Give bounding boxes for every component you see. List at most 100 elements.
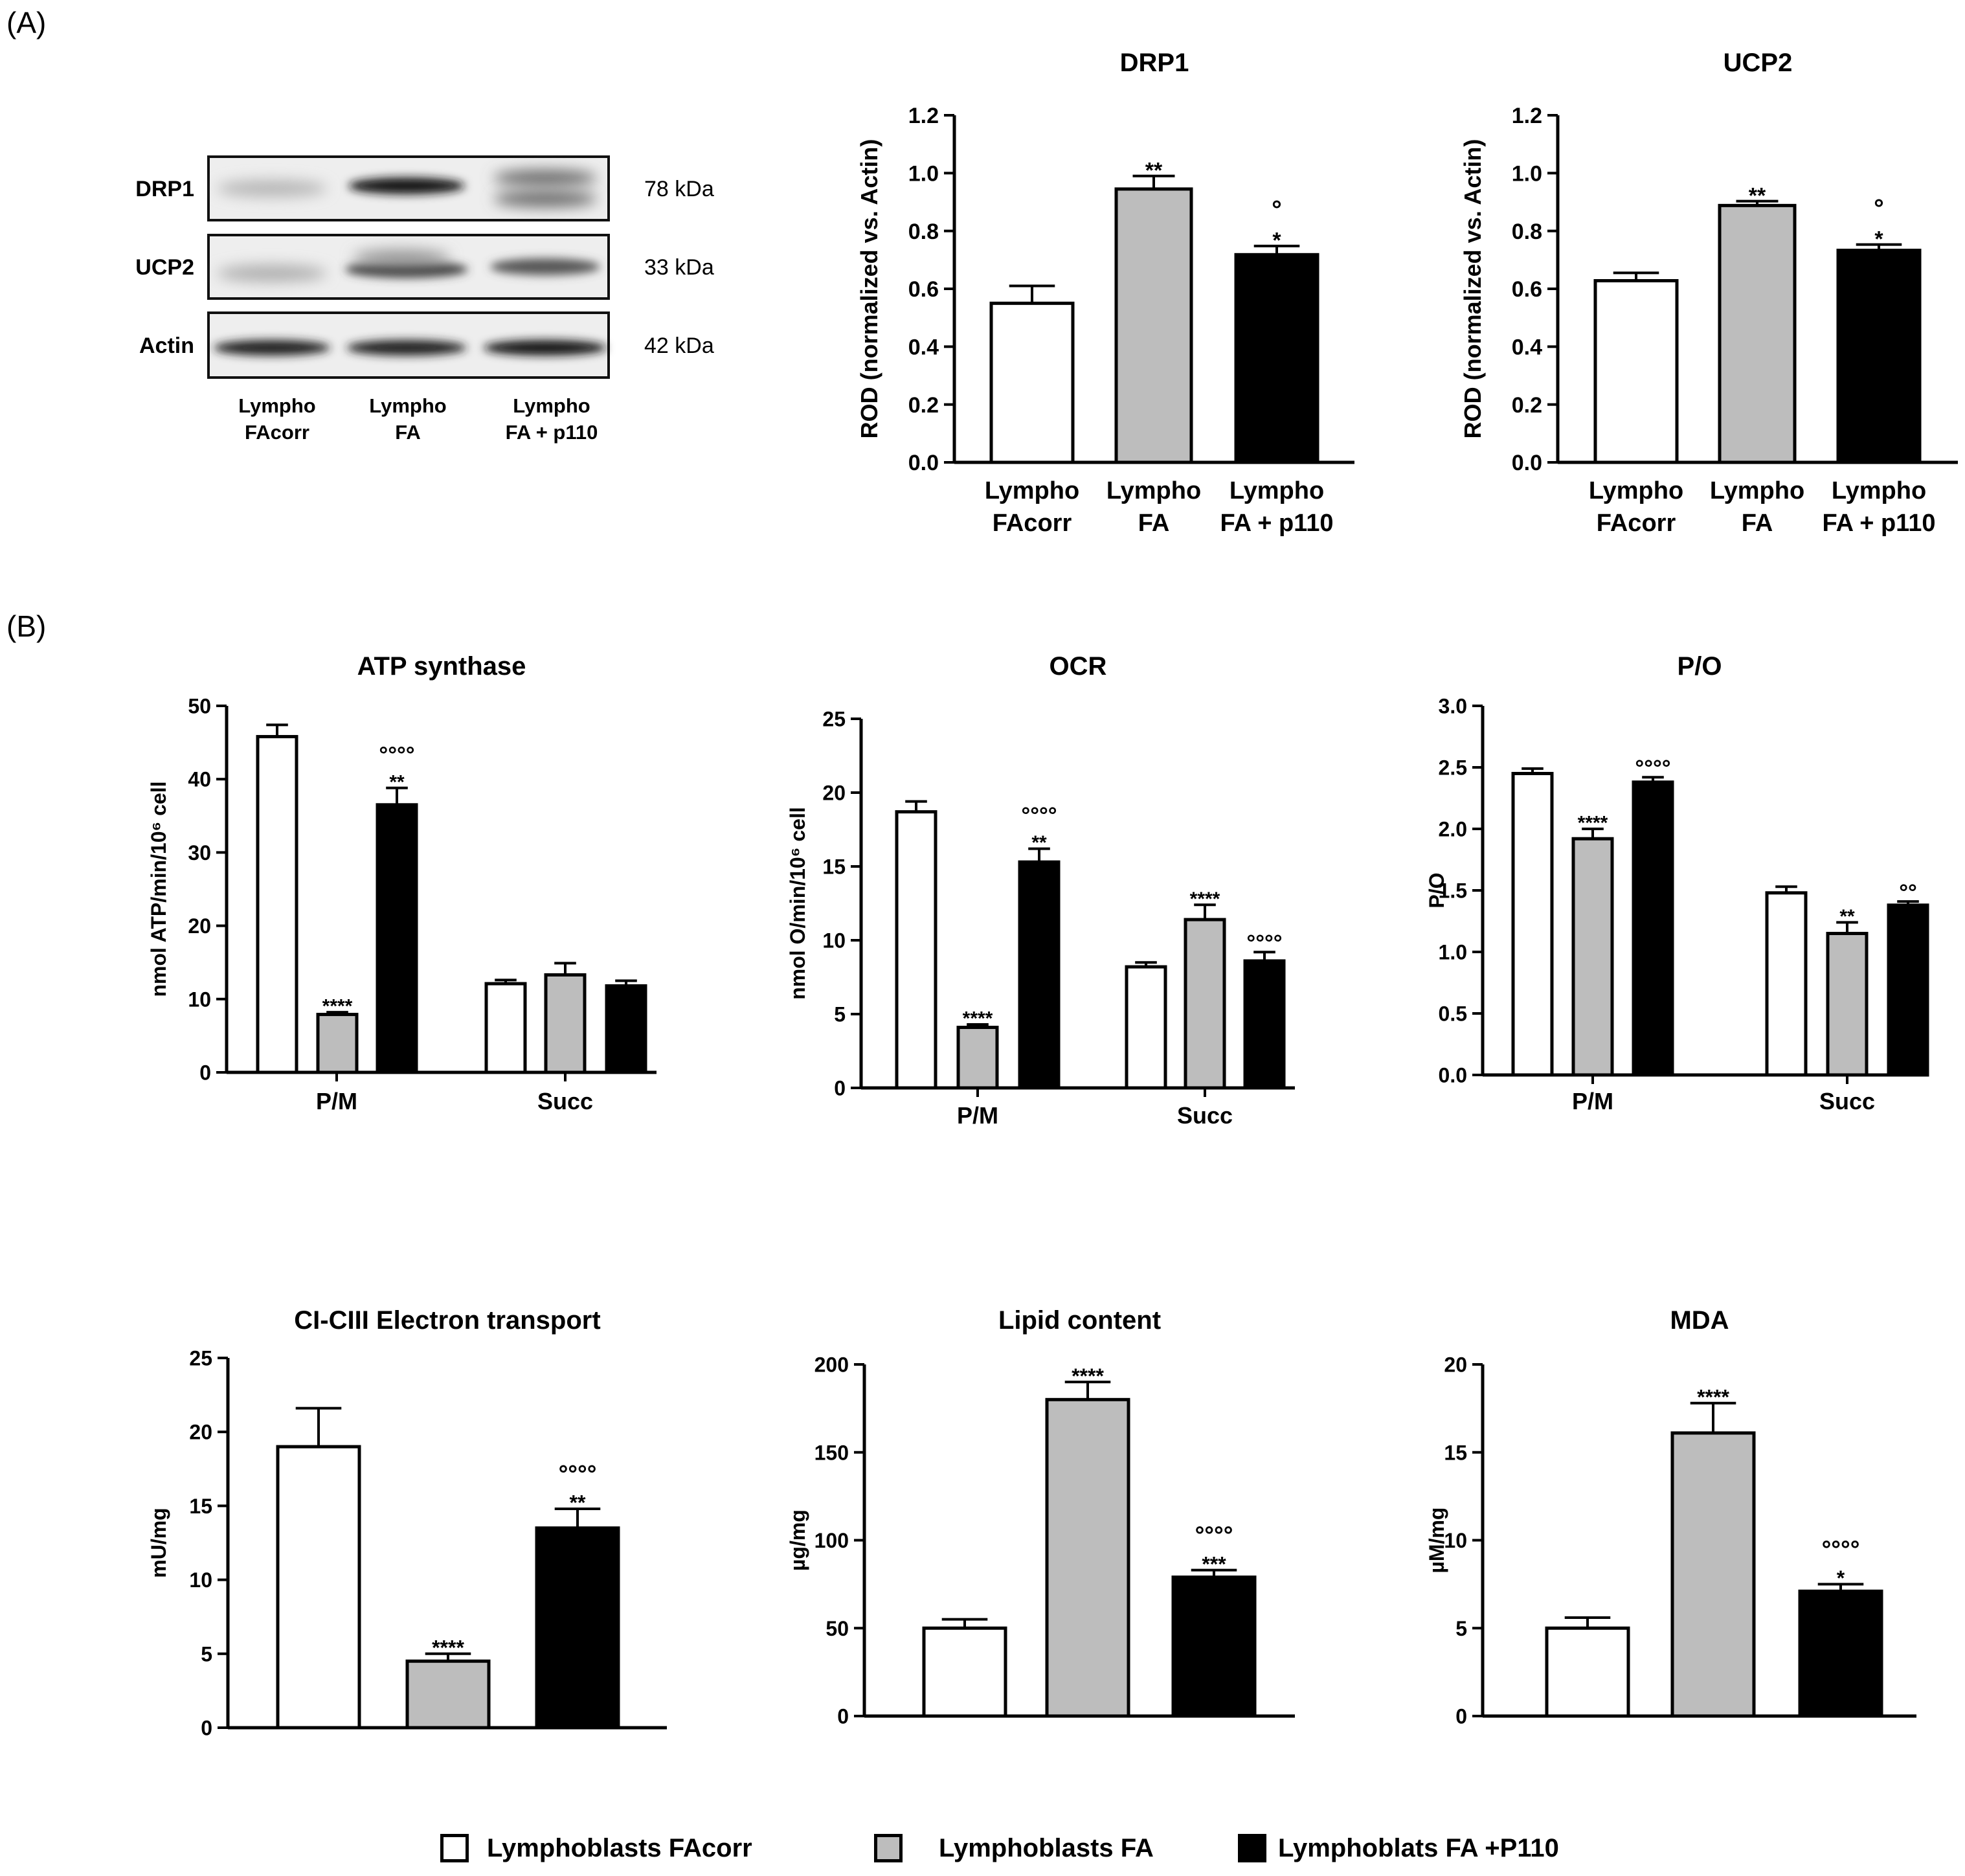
blot-band	[490, 258, 600, 275]
po-y-tick-label: 2.5	[1439, 756, 1467, 780]
legend-swatch-fa	[874, 1834, 903, 1862]
lipid-2-significance-label: °°°°	[1195, 1522, 1233, 1548]
blot-lane-label: FAcorr	[245, 421, 309, 444]
ucp2-y-tick-label: 0.4	[1512, 335, 1542, 360]
ocr-g0-s2-significance-label: °°°°	[1021, 804, 1057, 828]
ocr-g0-s1-bar	[956, 1026, 999, 1090]
lipid-y-tick-label: 0	[837, 1705, 849, 1728]
ci-y-tick-label: 20	[189, 1421, 212, 1444]
ucp2-0-bar	[1593, 278, 1679, 464]
blot-row-label: DRP1	[135, 177, 194, 201]
ci-2-significance-label: **	[570, 1491, 586, 1515]
po-g0-s2-bar	[1632, 780, 1674, 1077]
mda-2-bar	[1798, 1589, 1883, 1718]
panel-label-b: (B)	[6, 609, 47, 643]
drp1-category-label: FA + p110	[1220, 510, 1334, 537]
po-y-tick-label: 0.0	[1439, 1064, 1467, 1087]
drp1-1-bar	[1114, 187, 1193, 464]
chart-atp-synthase: ATP synthase 0 10 20 30 40 50 nmol ATP/min/10⁶ …	[147, 652, 657, 1114]
ci-y-axis-label: mU/mg	[147, 1508, 170, 1577]
atp-y-axis-label: nmol ATP/min/10⁶ cell	[147, 781, 170, 997]
blot-lane-label: FA	[395, 421, 421, 444]
atp-g0-s1-bar	[316, 1013, 359, 1074]
ocr-title: OCR	[1050, 652, 1107, 681]
ucp2-category-label: Lympho	[1710, 477, 1804, 504]
lipid-1-bar	[1045, 1397, 1130, 1718]
drp1-y-axis-label: ROD (normalized vs. Actin)	[856, 139, 882, 439]
atp-y-tick-label: 10	[188, 988, 211, 1011]
mda-title: MDA	[1670, 1306, 1729, 1335]
blot-kda-label: 42 kDa	[644, 333, 714, 358]
chart-ucp2: UCP2 0.0 0.2 0.4 0.6 0.8 1.0 1.2 ROD (normalized…	[1459, 49, 1958, 537]
po-y-tick-label: 1.5	[1439, 879, 1467, 903]
ucp2-y-tick-label: 1.2	[1512, 104, 1542, 128]
atp-g0-s1-significance-label: ****	[322, 996, 353, 1017]
atp-y-tick-label: 50	[188, 695, 211, 718]
atp-g0-s0-bar	[256, 735, 298, 1074]
drp1-category-label: FA	[1138, 510, 1170, 537]
drp1-y-tick-label: 1.0	[908, 162, 939, 186]
atp-g1-s1-bar	[544, 973, 587, 1074]
po-y-axis-label: P/O	[1425, 872, 1448, 908]
drp1-category-label: FAcorr	[993, 510, 1072, 537]
ucp2-y-axis-label: ROD (normalized vs. Actin)	[1459, 139, 1486, 439]
ci-y-tick-label: 15	[189, 1495, 212, 1518]
western-blot: DRP1 78 kDa UCP2 33 kDa Actin 42 kDa Lympho FAc…	[135, 155, 714, 444]
drp1-y-tick-label: 0.2	[908, 393, 939, 418]
mda-y-axis-label: µM/mg	[1425, 1508, 1448, 1574]
lipid-title: Lipid content	[998, 1306, 1161, 1335]
ucp2-y-tick-label: 0.0	[1512, 451, 1542, 475]
ocr-g1-s0-bar	[1125, 965, 1167, 1090]
ci-1-significance-label: ****	[432, 1636, 464, 1659]
drp1-y-tick-label: 1.2	[908, 104, 939, 128]
po-g1-s2-bar	[1887, 903, 1929, 1077]
ucp2-2-significance-label: °	[1874, 194, 1884, 222]
atp-group-label: Succ	[537, 1088, 593, 1114]
mda-y-tick-label: 15	[1444, 1441, 1467, 1464]
ocr-g1-s2-bar	[1243, 959, 1286, 1090]
blot-lane-label: Lympho	[238, 394, 315, 417]
blot-row-label: UCP2	[135, 255, 194, 280]
ocr-y-tick-label: 15	[822, 855, 846, 879]
po-g0-s0-bar	[1511, 772, 1554, 1077]
legend-item-fa: Lymphoblasts FA	[874, 1829, 1154, 1867]
mda-y-tick-label: 5	[1455, 1617, 1467, 1640]
po-g0-s1-significance-label: ****	[1578, 813, 1608, 834]
blot-lane-label: Lympho	[369, 394, 446, 417]
ci-2-bar	[535, 1526, 620, 1730]
mda-y-tick-label: 10	[1444, 1529, 1467, 1552]
ocr-y-tick-label: 5	[834, 1003, 846, 1026]
po-g1-s2-significance-label: °°	[1899, 881, 1917, 905]
lipid-0-bar	[922, 1626, 1007, 1718]
ci-y-tick-label: 10	[189, 1568, 212, 1592]
atp-y-tick-label: 30	[188, 841, 211, 865]
atp-g1-s0-bar	[484, 982, 527, 1074]
panel-label-a: (A)	[6, 6, 47, 40]
ocr-g1-s2-significance-label: °°°°	[1246, 931, 1282, 956]
atp-g0-s2-significance-label: °°°°	[379, 743, 414, 767]
ucp2-2-bar	[1836, 249, 1922, 464]
po-y-tick-label: 1.0	[1439, 941, 1467, 964]
ucp2-category-label: Lympho	[1589, 477, 1683, 504]
legend-item-p110: Lymphoblats FA +P110	[1238, 1829, 1559, 1867]
ucp2-y-tick-label: 0.8	[1512, 220, 1542, 244]
lipid-y-axis-label: µg/mg	[786, 1509, 809, 1571]
ocr-group-label: P/M	[957, 1102, 998, 1129]
ci-2-significance-label: °°°°	[559, 1460, 597, 1487]
blot-lane-label: Lympho	[513, 394, 590, 417]
ocr-g1-s1-bar	[1184, 918, 1226, 1090]
lipid-1-significance-label: ****	[1072, 1364, 1104, 1388]
ocr-g0-s0-bar	[895, 810, 938, 1090]
ci-1-bar	[405, 1659, 491, 1730]
drp1-0-bar	[989, 301, 1075, 464]
legend-item-facorr: Lymphoblasts FAcorr	[440, 1829, 752, 1867]
ci-0-bar	[276, 1445, 361, 1730]
drp1-title: DRP1	[1120, 49, 1189, 77]
ocr-g0-s2-significance-label: **	[1031, 832, 1047, 853]
blot-lane-label: FA + p110	[506, 421, 598, 444]
drp1-category-label: Lympho	[1230, 477, 1324, 504]
po-g0-s2-significance-label: °°°°	[1635, 756, 1670, 781]
lipid-2-significance-label: ***	[1202, 1552, 1226, 1576]
drp1-1-significance-label: **	[1145, 159, 1163, 183]
